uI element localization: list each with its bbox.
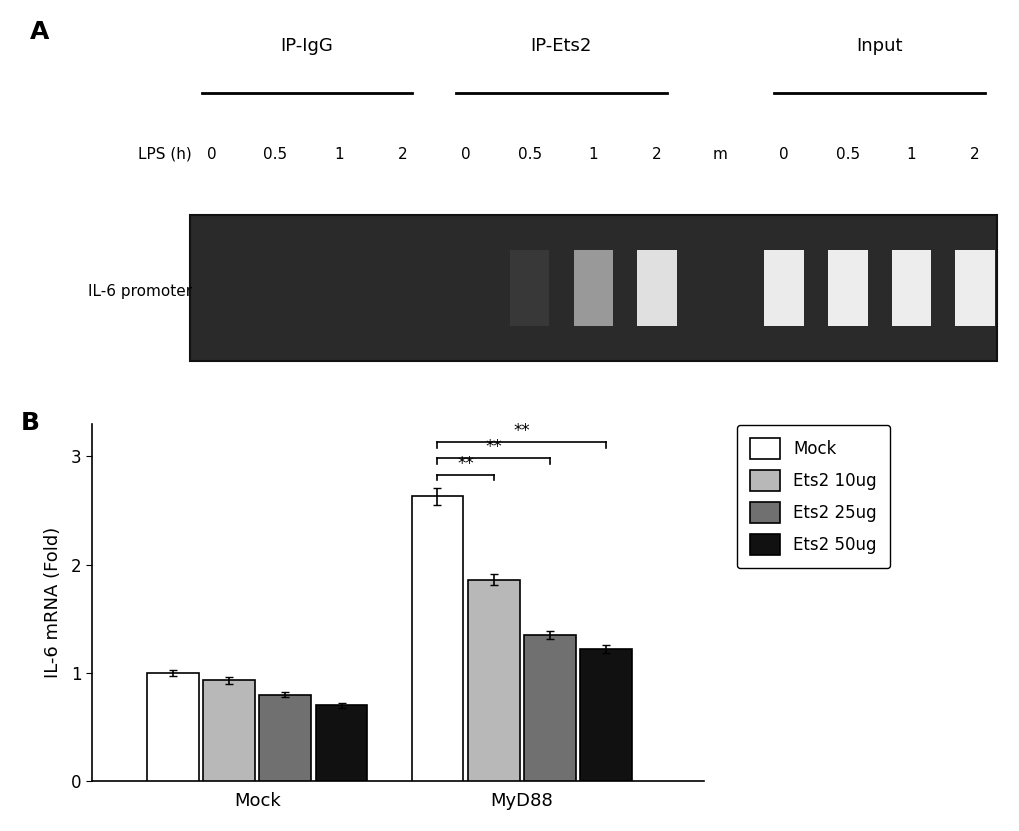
Bar — [891, 250, 930, 327]
Text: 0.5: 0.5 — [835, 147, 859, 162]
Bar — [203, 681, 255, 781]
Legend: Mock, Ets2 10ug, Ets2 25ug, Ets2 50ug: Mock, Ets2 10ug, Ets2 25ug, Ets2 50ug — [736, 425, 890, 568]
Text: **: ** — [457, 455, 474, 473]
Bar — [955, 250, 994, 327]
Bar — [524, 635, 576, 781]
Bar — [468, 580, 519, 781]
Bar — [259, 695, 311, 781]
Text: 1: 1 — [906, 147, 915, 162]
Text: 2: 2 — [651, 147, 661, 162]
Text: 0: 0 — [206, 147, 216, 162]
Text: 1: 1 — [333, 147, 343, 162]
Bar — [827, 250, 867, 327]
Bar — [510, 250, 549, 327]
Bar — [147, 673, 199, 781]
Bar — [580, 649, 632, 781]
Text: Input: Input — [856, 37, 902, 55]
Bar — [637, 250, 676, 327]
Bar — [412, 496, 463, 781]
Bar — [316, 706, 367, 781]
Bar — [573, 250, 612, 327]
Text: A: A — [31, 21, 50, 44]
Text: 0: 0 — [461, 147, 471, 162]
Text: 2: 2 — [397, 147, 407, 162]
Text: IP-Ets2: IP-Ets2 — [530, 37, 591, 55]
Text: LPS (h): LPS (h) — [138, 147, 192, 162]
Text: 2: 2 — [969, 147, 979, 162]
Bar — [190, 215, 996, 361]
Text: 0: 0 — [779, 147, 789, 162]
Text: 0.5: 0.5 — [517, 147, 541, 162]
Text: m: m — [712, 147, 728, 162]
Text: 1: 1 — [588, 147, 597, 162]
Text: B: B — [20, 411, 40, 435]
Text: **: ** — [485, 438, 501, 456]
Text: IL-6 promoter: IL-6 promoter — [88, 284, 192, 299]
Text: 0.5: 0.5 — [263, 147, 286, 162]
Bar — [763, 250, 803, 327]
Y-axis label: IL-6 mRNA (Fold): IL-6 mRNA (Fold) — [45, 527, 62, 678]
Text: IP-IgG: IP-IgG — [280, 37, 333, 55]
Text: **: ** — [513, 422, 530, 440]
